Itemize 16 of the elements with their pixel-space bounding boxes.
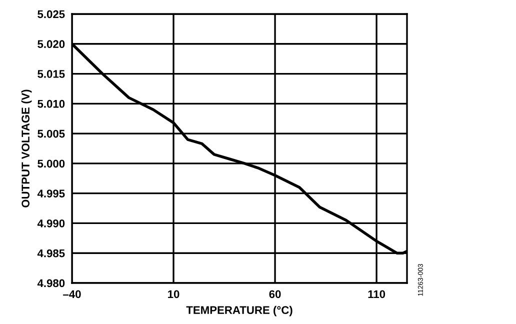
x-tick-label: –40 [63,290,81,298]
y-tick-label: 4.990 [37,219,65,228]
y-tick-label: 4.995 [37,190,65,198]
y-tick-label: 4.980 [37,279,65,288]
y-tick-label: 5.010 [38,100,65,108]
y-tick-label: 5.020 [38,40,65,48]
y-tick-label: 5.000 [38,160,65,168]
y-axis-title: OUTPUT VOLTAGE (V) [21,90,32,208]
x-tick-label: 10 [168,290,180,298]
y-tick-label: 5.015 [38,70,65,78]
y-tick-label: 5.005 [38,130,65,138]
y-tick-label: 5.025 [38,10,65,18]
x-tick-label: 110 [368,290,386,298]
x-tick-label: 60 [269,290,281,298]
y-tick-label: 4.985 [37,249,65,258]
x-axis-title: TEMPERATURE (°C) [186,306,292,316]
